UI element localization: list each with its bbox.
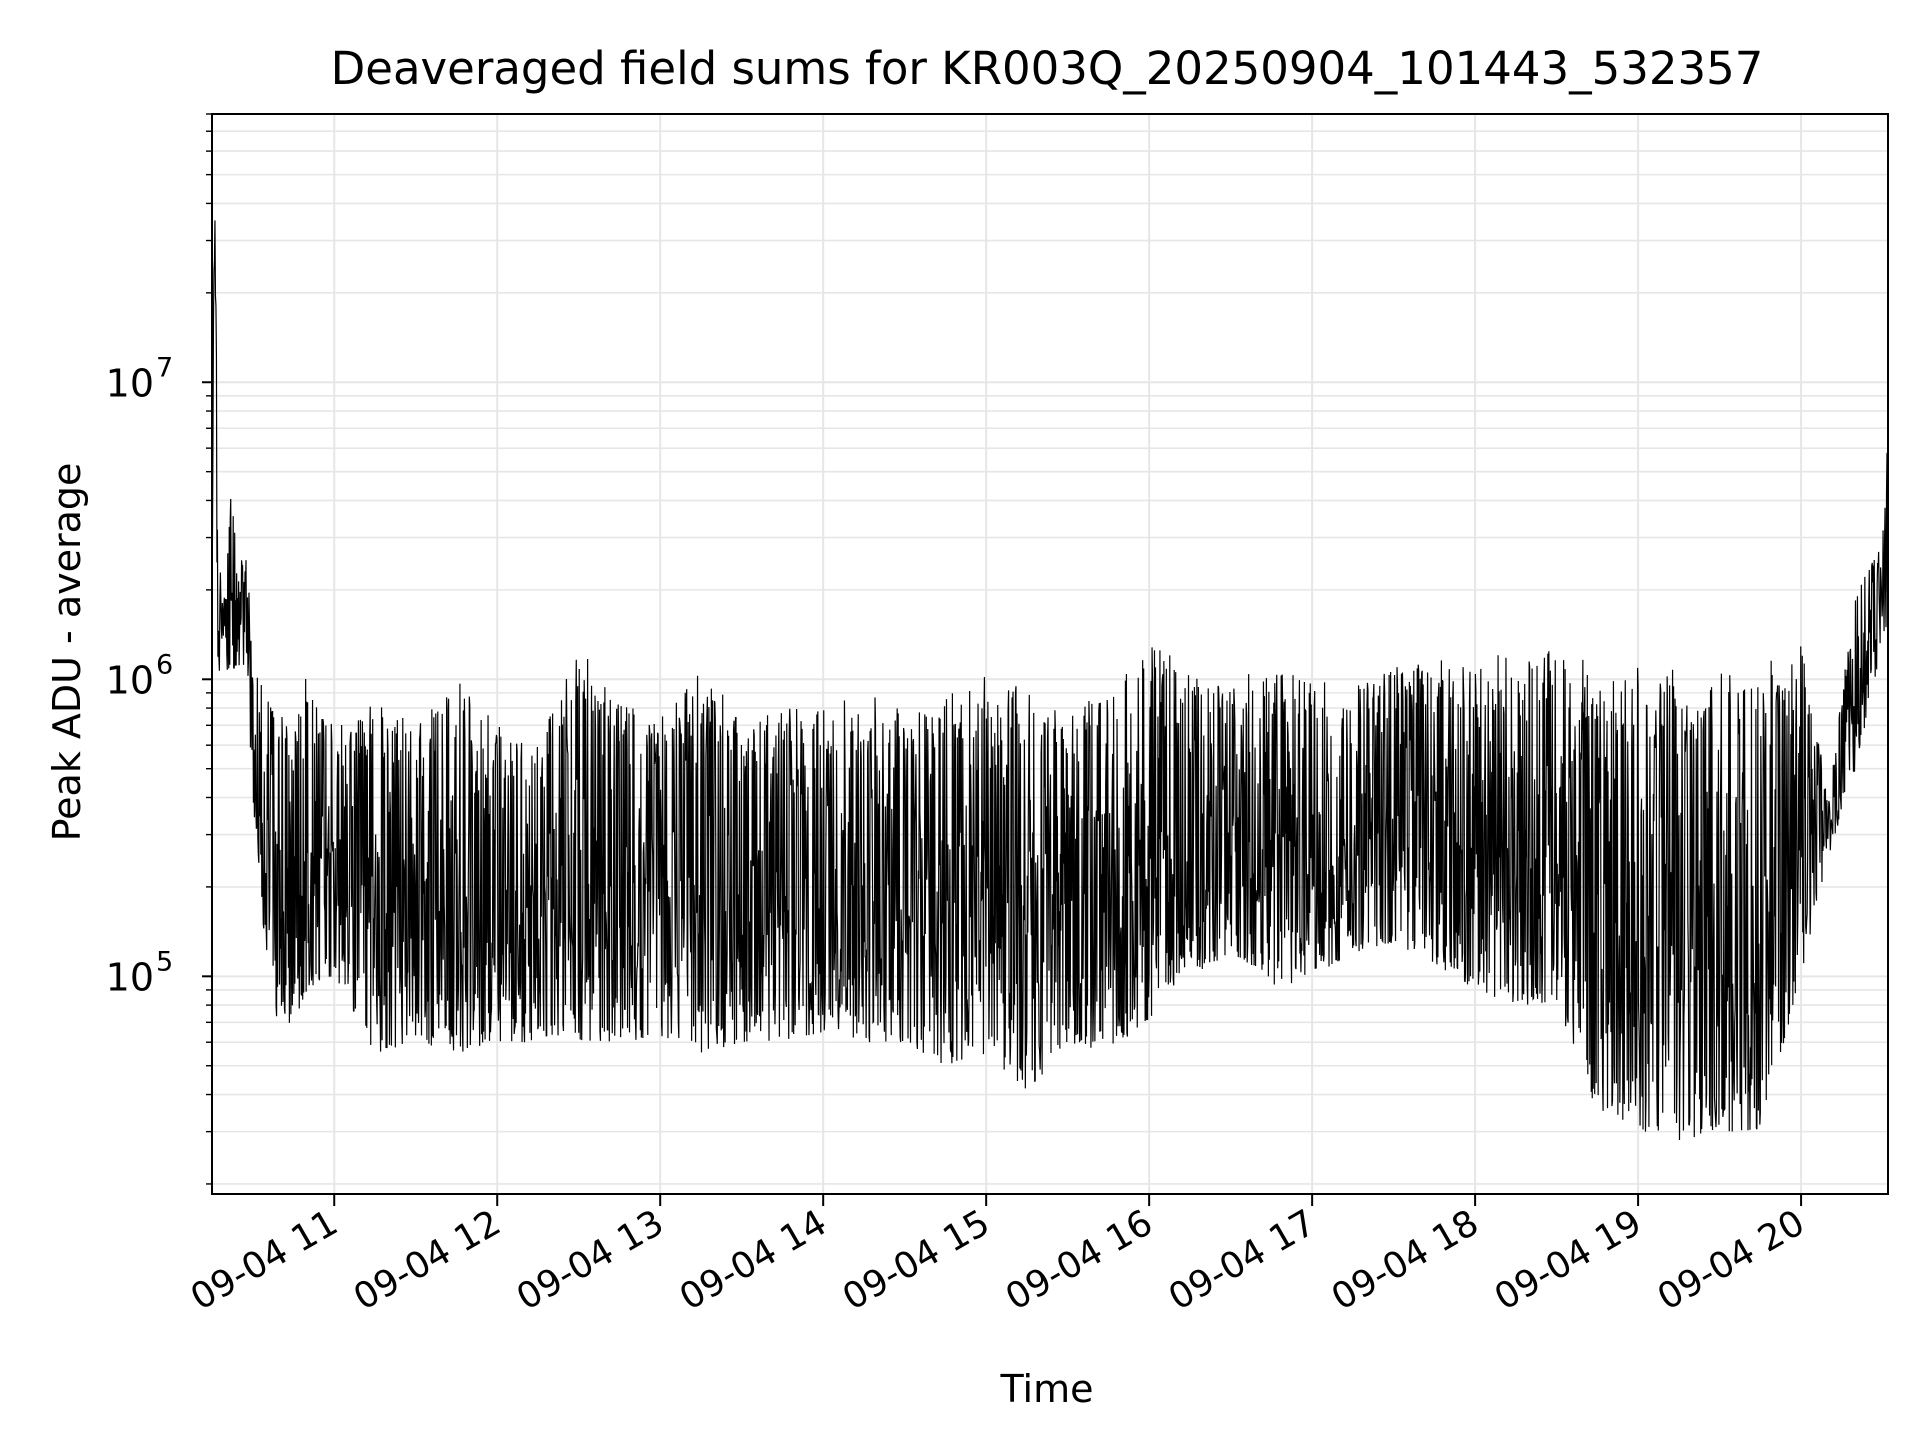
y-tick-label-exponent: 5 (156, 946, 173, 977)
series-line (211, 220, 1889, 1140)
x-axis-label: Time (1000, 1367, 1094, 1411)
y-axis-label: Peak ADU - average (45, 463, 89, 842)
series-layer (211, 220, 1889, 1140)
y-tick-label-exponent: 6 (156, 649, 173, 680)
y-tick-label: 10 (106, 955, 154, 999)
y-tick-label-exponent: 7 (156, 352, 173, 383)
y-tick-label: 10 (106, 361, 154, 405)
chart-title: Deaveraged field sums for KR003Q_2025090… (331, 42, 1764, 95)
y-tick-label: 10 (106, 658, 154, 702)
plot-frame (211, 113, 1889, 1195)
